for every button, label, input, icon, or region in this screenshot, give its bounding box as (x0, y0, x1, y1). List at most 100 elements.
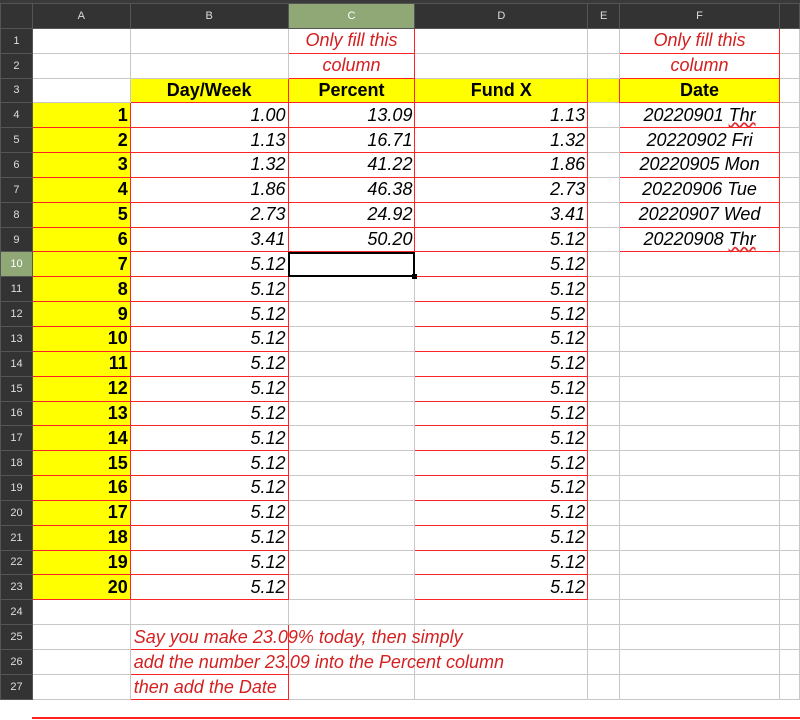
cell-e10[interactable] (587, 251, 621, 278)
cell-a24[interactable] (31, 599, 131, 626)
row-header-26[interactable]: 26 (0, 648, 33, 675)
cell-f24[interactable] (619, 599, 780, 626)
row-header-2[interactable]: 2 (0, 52, 33, 79)
cell-b16[interactable]: 5.12 (129, 400, 289, 427)
cell-f6[interactable]: 20220905 Mon (619, 152, 780, 178)
cell-c15[interactable] (287, 375, 416, 402)
cell-c22[interactable] (287, 549, 416, 576)
cell-a20[interactable]: 17 (31, 499, 131, 526)
cell-b25[interactable]: Say you make 23.09% today, then simply (129, 624, 463, 650)
row-header-17[interactable]: 17 (0, 425, 33, 452)
cell-a27[interactable] (31, 673, 131, 700)
row-header-13[interactable]: 13 (0, 325, 33, 352)
column-header-b[interactable]: B (129, 3, 289, 29)
cell-g13[interactable] (779, 325, 800, 352)
cell-f7[interactable]: 20220906 Tue (619, 176, 780, 203)
cell-c10[interactable] (287, 251, 418, 280)
cell-b1[interactable] (129, 27, 289, 54)
cell-d13[interactable]: 5.12 (414, 325, 589, 352)
select-all-corner[interactable] (0, 3, 33, 29)
cell-f23[interactable] (619, 574, 780, 601)
row-header-22[interactable]: 22 (0, 549, 33, 576)
cell-b17[interactable]: 5.12 (129, 425, 289, 452)
cell-g1[interactable] (779, 27, 800, 54)
cell-c3[interactable]: Percent (287, 77, 416, 104)
cell-a7[interactable]: 4 (31, 176, 131, 203)
cell-e7[interactable] (587, 176, 621, 203)
cell-b4[interactable]: 1.00 (129, 102, 289, 129)
cell-c23[interactable] (287, 574, 416, 601)
cell-c5[interactable]: 16.71 (287, 127, 416, 154)
cell-e4[interactable] (587, 102, 621, 129)
cell-a23[interactable]: 20 (31, 574, 131, 601)
row-header-25[interactable]: 25 (0, 624, 33, 650)
cell-d24[interactable] (414, 599, 589, 626)
row-header-4[interactable]: 4 (0, 102, 33, 129)
cell-g26[interactable] (779, 648, 800, 675)
cell-d16[interactable]: 5.12 (414, 400, 589, 427)
cell-g19[interactable] (779, 475, 800, 501)
cell-a18[interactable]: 15 (31, 450, 131, 477)
cell-d3[interactable]: Fund X (414, 77, 589, 104)
column-header-c[interactable]: C (287, 3, 416, 29)
cell-b23[interactable]: 5.12 (129, 574, 289, 601)
cell-d8[interactable]: 3.41 (414, 201, 589, 228)
cell-g9[interactable] (779, 226, 800, 253)
cell-a2[interactable] (31, 52, 131, 79)
cell-a1[interactable] (31, 27, 131, 54)
row-header-9[interactable]: 9 (0, 226, 33, 253)
cell-b18[interactable]: 5.12 (129, 450, 289, 477)
cell-g18[interactable] (779, 450, 800, 477)
spreadsheet-grid[interactable]: A B C D E F 1 Only fill this Only fill this 2 colu… (0, 3, 800, 700)
row-header-14[interactable]: 14 (0, 350, 33, 377)
row-header-18[interactable]: 18 (0, 450, 33, 477)
cell-c8[interactable]: 24.92 (287, 201, 416, 228)
cell-d27[interactable] (414, 673, 589, 700)
cell-g5[interactable] (779, 127, 800, 154)
cell-c7[interactable]: 46.38 (287, 176, 416, 203)
cell-g10[interactable] (779, 251, 800, 278)
cell-f17[interactable] (619, 425, 780, 452)
cell-b14[interactable]: 5.12 (129, 350, 289, 377)
cell-g27[interactable] (779, 673, 800, 700)
cell-d5[interactable]: 1.32 (414, 127, 589, 154)
cell-d14[interactable]: 5.12 (414, 350, 589, 377)
cell-c21[interactable] (287, 524, 416, 551)
cell-d7[interactable]: 2.73 (414, 176, 589, 203)
cell-g17[interactable] (779, 425, 800, 452)
cell-a13[interactable]: 10 (31, 325, 131, 352)
cell-b15[interactable]: 5.12 (129, 375, 289, 402)
cell-f16[interactable] (619, 400, 780, 427)
cell-e22[interactable] (587, 549, 621, 576)
cell-a10[interactable]: 7 (31, 251, 131, 278)
cell-a3[interactable] (31, 77, 131, 104)
cell-g12[interactable] (779, 301, 800, 327)
cell-d15[interactable]: 5.12 (414, 375, 589, 402)
cell-a9[interactable]: 6 (31, 226, 131, 253)
cell-c18[interactable] (287, 450, 416, 477)
cell-e13[interactable] (587, 325, 621, 352)
cell-d23[interactable]: 5.12 (414, 574, 589, 601)
cell-f19[interactable] (619, 475, 780, 501)
cell-g2[interactable] (779, 52, 800, 79)
cell-f25[interactable] (619, 624, 780, 650)
cell-e12[interactable] (587, 301, 621, 327)
column-header-g[interactable] (779, 3, 800, 29)
cell-d10[interactable]: 5.12 (414, 251, 589, 278)
cell-g25[interactable] (779, 624, 800, 650)
cell-c13[interactable] (287, 325, 416, 352)
row-header-3[interactable]: 3 (0, 77, 33, 104)
cell-d17[interactable]: 5.12 (414, 425, 589, 452)
cell-b7[interactable]: 1.86 (129, 176, 289, 203)
row-header-21[interactable]: 21 (0, 524, 33, 551)
cell-a8[interactable]: 5 (31, 201, 131, 228)
cell-a15[interactable]: 12 (31, 375, 131, 402)
cell-c16[interactable] (287, 400, 416, 427)
cell-a4[interactable]: 1 (31, 102, 131, 129)
cell-a11[interactable]: 8 (31, 276, 131, 303)
cell-e26[interactable] (587, 648, 621, 675)
cell-c17[interactable] (287, 425, 416, 452)
cell-g21[interactable] (779, 524, 800, 551)
cell-d21[interactable]: 5.12 (414, 524, 589, 551)
cell-c9[interactable]: 50.20 (287, 226, 416, 253)
